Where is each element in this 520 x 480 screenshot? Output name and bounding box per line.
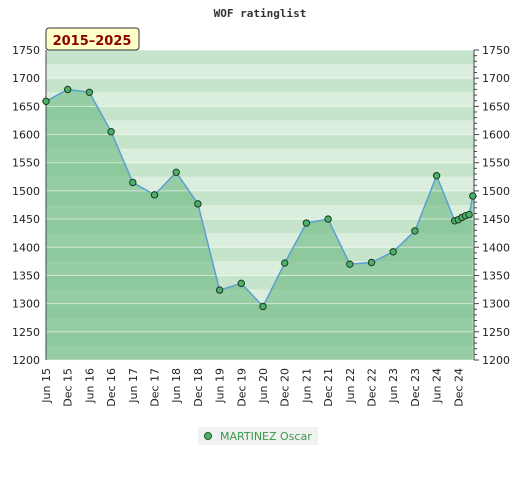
x-tick-label: Jun 17 [127, 368, 140, 404]
y-tick-label-left: 1600 [12, 129, 40, 142]
y-axis-left-labels: 1200 1250 1300 1350 1400 1450 1500 1550 1600 1650… [12, 44, 40, 367]
background-band [46, 148, 474, 163]
area-fill [46, 89, 473, 361]
y-tick-label-right: 1750 [482, 44, 510, 57]
gridlines [46, 49, 474, 361]
y-tick-label-left: 1300 [12, 298, 40, 311]
y-tick-label-left: 1500 [12, 185, 40, 198]
x-tick-label: Jun 21 [300, 368, 313, 404]
data-point [194, 200, 202, 208]
data-point [259, 302, 267, 311]
background-band [46, 106, 474, 121]
y-tick-label-right: 1650 [482, 100, 510, 113]
data-point [215, 286, 224, 294]
x-tick-label: Jun 18 [170, 368, 183, 404]
y-tick-label-right: 1550 [482, 157, 510, 170]
data-point [107, 128, 115, 136]
y-tick-label-right: 1450 [482, 213, 510, 226]
data-point [469, 192, 477, 200]
data-point [411, 227, 419, 235]
y-tick-label-left: 1200 [12, 354, 40, 367]
data-point [150, 191, 159, 199]
y-tick-label-left: 1750 [12, 44, 40, 57]
data-point [324, 215, 332, 223]
data-point [172, 168, 180, 177]
data-point [432, 171, 441, 180]
x-tick-label: Jun 23 [387, 368, 400, 404]
x-tick-label: Dec 24 [452, 368, 465, 407]
y-tick-label-left: 1550 [12, 157, 40, 170]
x-tick-label: Jun 22 [344, 368, 357, 404]
data-point [85, 88, 94, 96]
y-tick-label-left: 1400 [12, 241, 40, 254]
data-point [129, 178, 137, 187]
x-tick-label: Dec 15 [62, 368, 75, 407]
x-tick-label: Jun 16 [83, 368, 96, 404]
background-band [46, 162, 474, 177]
data-point [237, 279, 246, 288]
legend: MARTINEZ Oscar [198, 427, 318, 445]
x-tick-label: Dec 19 [235, 368, 248, 407]
y-tick-label-left: 1650 [12, 100, 40, 113]
y-tick-label-left: 1450 [12, 213, 40, 226]
data-point [346, 260, 354, 268]
x-tick-label: Jun 19 [214, 368, 227, 404]
x-tick-label: Dec 22 [366, 368, 379, 407]
series-points [42, 85, 477, 311]
chart-title: WOF ratinglist [214, 7, 307, 20]
y-tick-label-right: 1500 [482, 185, 510, 198]
x-tick-label: Dec 16 [105, 368, 118, 407]
y-tick-label-right: 1700 [482, 72, 510, 85]
data-point [42, 97, 50, 105]
data-point [302, 219, 311, 227]
x-tick-label: Jun 20 [257, 368, 270, 404]
x-tick-label: Dec 20 [279, 368, 292, 407]
background-band [46, 78, 474, 93]
x-axis-labels: Jun 15 Dec 15 Jun 16 Dec 16 Jun 17 Dec 17 Jun … [40, 368, 465, 407]
area-polygon [46, 89, 473, 361]
y-tick-label-right: 1300 [482, 298, 510, 311]
background-band [46, 92, 474, 107]
x-tick-label: Dec 18 [192, 368, 205, 407]
background-band [46, 50, 474, 65]
legend-series-name: MARTINEZ Oscar [220, 429, 312, 443]
y-axis-right-labels: 1200 1250 1300 1350 1400 1450 1500 1550 1600 1650… [482, 44, 510, 367]
x-tick-label: Dec 23 [409, 368, 422, 407]
date-range-badge: 2015–2025 [45, 27, 140, 51]
y-tick-label-left: 1250 [12, 326, 40, 339]
y-tick-label-right: 1250 [482, 326, 510, 339]
y-tick-label-right: 1200 [482, 354, 510, 367]
date-range-label: 2015–2025 [53, 34, 132, 49]
x-tick-label: Jun 15 [40, 368, 53, 404]
y-tick-label-right: 1600 [482, 129, 510, 142]
data-point [64, 85, 72, 94]
background-band [46, 134, 474, 149]
background-band [46, 176, 474, 191]
data-point [389, 248, 397, 256]
y-tick-label-left: 1350 [12, 269, 40, 282]
x-tick-label: Dec 17 [149, 368, 162, 407]
data-point [281, 259, 289, 267]
y-tick-label-right: 1400 [482, 241, 510, 254]
data-point [367, 258, 376, 267]
x-tick-label: Jun 24 [431, 368, 444, 404]
data-point [465, 210, 473, 219]
y-tick-label-right: 1350 [482, 269, 510, 282]
background-band [46, 64, 474, 79]
legend-marker [204, 432, 212, 440]
background-band [46, 120, 474, 135]
x-tick-label: Dec 21 [322, 368, 335, 407]
y-tick-label-left: 1700 [12, 72, 40, 85]
